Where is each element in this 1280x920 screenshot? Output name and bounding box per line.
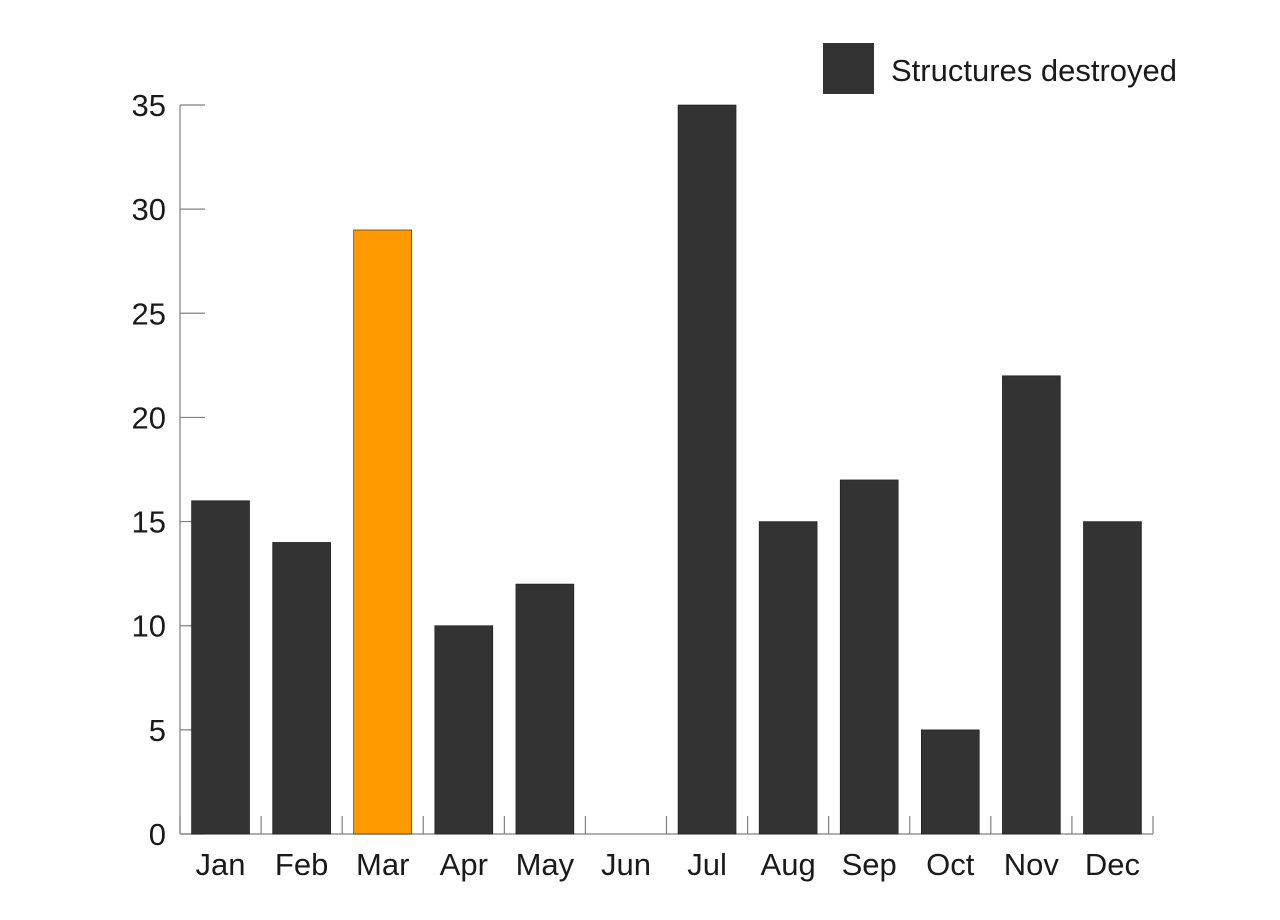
y-tick-label: 5: [149, 713, 166, 748]
bar-nov: [1002, 375, 1061, 835]
y-tick-label: 30: [132, 192, 166, 227]
x-tick-label: May: [516, 847, 575, 882]
x-tick-label: Jul: [687, 847, 727, 882]
y-tick-label: 15: [132, 505, 166, 540]
y-axis: 0 5 10 15 20 25 30 35: [132, 88, 205, 852]
x-tick-label: Jun: [601, 847, 651, 882]
legend: Structures destroyed: [823, 43, 1177, 94]
legend-label: Structures destroyed: [891, 53, 1177, 88]
bar-jan: [191, 500, 250, 835]
bar-sep: [839, 479, 899, 835]
x-tick-label: Dec: [1085, 847, 1140, 882]
x-tick-label: Feb: [275, 847, 328, 882]
x-axis: Jan Feb Mar Apr May Jun Jul Aug Sep Oct Nov Dec: [179, 816, 1154, 882]
x-tick-label: Nov: [1004, 847, 1060, 882]
bar-mar: [353, 229, 413, 835]
y-tick-label: 0: [149, 817, 166, 852]
x-tick-label: Aug: [761, 847, 816, 882]
bars-group: [191, 104, 1142, 835]
x-tick-label: Mar: [356, 847, 409, 882]
bar-jul: [677, 104, 737, 835]
y-tick-label: 25: [132, 296, 166, 331]
y-tick-label: 20: [132, 400, 166, 435]
x-tick-label: Sep: [842, 847, 897, 882]
bar-feb: [272, 542, 331, 835]
bar-aug: [758, 521, 818, 835]
legend-swatch: [823, 43, 874, 94]
y-tick-label: 10: [132, 609, 166, 644]
bar-oct: [920, 729, 980, 835]
y-tick-label: 35: [132, 88, 166, 123]
bar-dec: [1083, 521, 1142, 835]
x-tick-label: Apr: [440, 847, 488, 882]
x-tick-label: Jan: [196, 847, 246, 882]
bar-may: [515, 583, 575, 835]
x-tick-label: Oct: [926, 847, 975, 882]
bar-apr: [434, 625, 494, 835]
